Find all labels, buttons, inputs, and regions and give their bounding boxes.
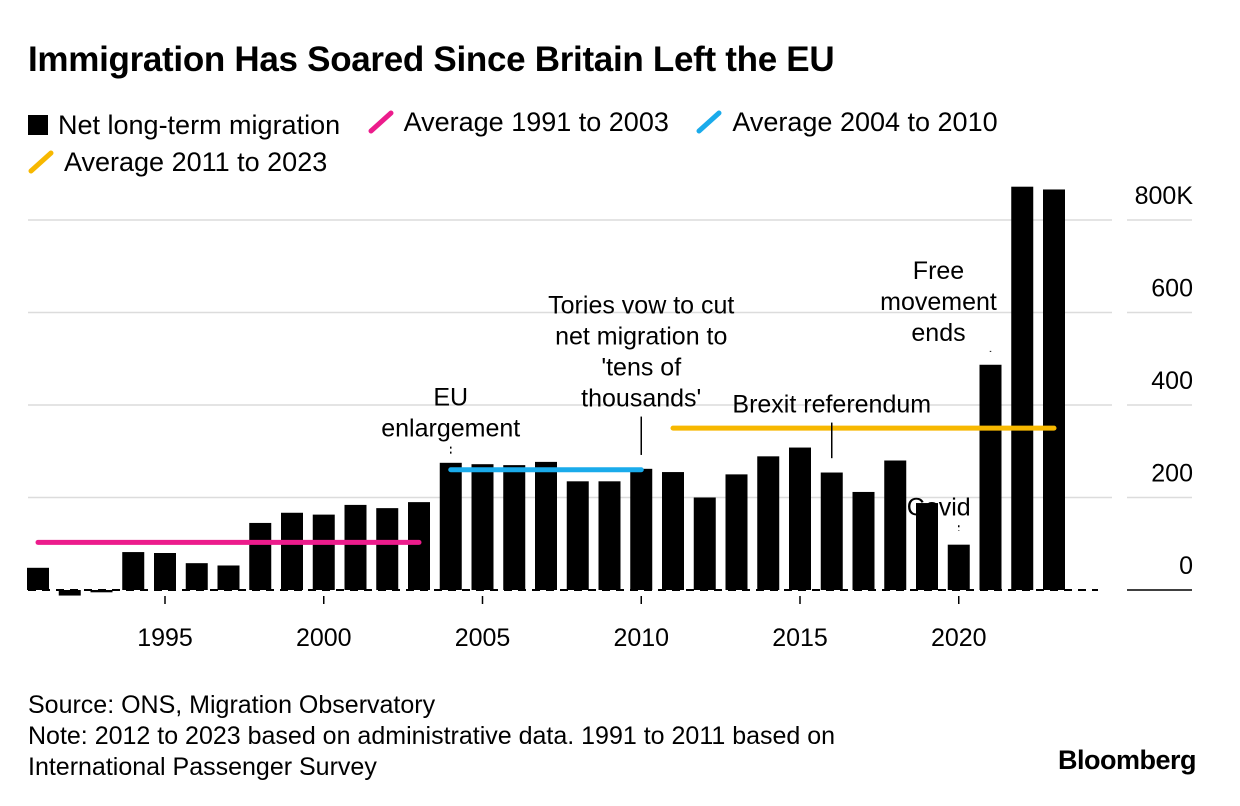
bar-1999 xyxy=(281,512,303,590)
legend-label-net-migration: Net long-term migration xyxy=(58,110,341,140)
bar-1998 xyxy=(249,522,272,590)
annotation-text-2021-line-1: Free xyxy=(913,257,964,285)
annotation-text-2010-line-1: Tories vow to cut xyxy=(548,292,734,320)
bar-2001 xyxy=(344,504,367,590)
bar-1995 xyxy=(154,553,176,590)
x-tick-label-2015: 2015 xyxy=(772,624,828,652)
bar-2019 xyxy=(916,503,938,590)
bar-2007 xyxy=(535,461,557,590)
bar-2005 xyxy=(471,464,494,590)
bar-1994 xyxy=(122,552,145,590)
bar-2004 xyxy=(439,462,462,590)
chart-title: Immigration Has Soared Since Britain Lef… xyxy=(28,40,835,79)
bar-1991 xyxy=(27,567,49,590)
bar-2009 xyxy=(598,481,621,590)
bar-2017 xyxy=(852,491,875,590)
annotation-text-2020-line-1: Covid xyxy=(907,493,971,521)
methodology-note-line-1: Note: 2012 to 2023 based on administrati… xyxy=(28,722,836,750)
legend-item-average-2004-2010: Average 2004 to 2010 xyxy=(696,104,998,140)
bar-2015 xyxy=(789,447,811,590)
annotation-text-2010-line-3: 'tens of xyxy=(601,354,681,382)
x-tick-label-2005: 2005 xyxy=(455,624,511,652)
bar-2022 xyxy=(1011,186,1034,590)
annotation-text-2010-line-2: net migration to xyxy=(555,323,727,351)
legend: Net long-term migration Average 1991 to … xyxy=(28,104,1128,184)
annotation-text-2021-line-2: movement xyxy=(880,288,997,316)
x-tick-label-2020: 2020 xyxy=(931,624,987,652)
bloomberg-logo: Bloomberg xyxy=(1058,745,1197,775)
x-tick-label-1995: 1995 xyxy=(137,624,193,652)
bar-1996 xyxy=(185,563,208,590)
bar-2016 xyxy=(820,472,843,590)
annotation-text-2021-line-3: ends xyxy=(911,319,965,347)
bar-2023 xyxy=(1043,189,1065,590)
y-tick-label-600: 600 xyxy=(1151,275,1193,303)
source-note: Source: ONS, Migration Observatory xyxy=(28,691,436,719)
footer: Source: ONS, Migration Observatory Note:… xyxy=(28,690,835,783)
bar-2010 xyxy=(630,468,653,590)
legend-swatch-average-1991-2003 xyxy=(368,110,394,134)
bar-1993 xyxy=(90,590,113,593)
legend-label-average-1991-2003: Average 1991 to 2003 xyxy=(403,107,669,137)
bar-2021 xyxy=(979,364,1002,590)
bar-2008 xyxy=(566,481,589,590)
bar-2000 xyxy=(312,514,335,590)
x-tick-label-2000: 2000 xyxy=(296,624,352,652)
legend-swatch-average-2011-2023 xyxy=(28,150,54,174)
y-tick-label-0: 0 xyxy=(1179,552,1193,580)
annotation-text-2004-line-2: enlargement xyxy=(381,415,520,443)
annotation-text-2004-line-1: EU xyxy=(433,384,468,412)
bar-2012 xyxy=(693,497,716,590)
bar-2014 xyxy=(757,456,780,590)
bar-1997 xyxy=(217,565,240,590)
methodology-note-line-2: International Passenger Survey xyxy=(28,753,377,781)
legend-swatch-net-migration xyxy=(28,115,48,135)
legend-item-net-migration: Net long-term migration xyxy=(28,107,340,143)
bar-2011 xyxy=(662,472,684,590)
annotation-text-2016-line-1: Brexit referendum xyxy=(732,391,931,419)
bar-2013 xyxy=(725,474,748,590)
legend-label-average-2011-2023: Average 2011 to 2023 xyxy=(64,147,328,177)
annotation-text-2010-line-4: thousands' xyxy=(581,385,701,413)
legend-item-average-2011-2023: Average 2011 to 2023 xyxy=(28,144,327,180)
legend-item-average-1991-2003: Average 1991 to 2003 xyxy=(368,104,669,140)
bar-2018 xyxy=(884,460,907,590)
y-tick-label-200: 200 xyxy=(1151,460,1193,488)
y-tick-label-800: 800K xyxy=(1135,182,1194,210)
y-tick-label-400: 400 xyxy=(1151,367,1193,395)
bar-1992 xyxy=(58,590,81,596)
bar-2006 xyxy=(503,465,526,590)
legend-swatch-average-2004-2010 xyxy=(696,110,722,134)
x-tick-label-2010: 2010 xyxy=(613,624,669,652)
bar-2020 xyxy=(947,544,970,590)
bar-2003 xyxy=(408,502,430,590)
legend-label-average-2004-2010: Average 2004 to 2010 xyxy=(732,107,998,137)
bar-2002 xyxy=(376,508,399,590)
